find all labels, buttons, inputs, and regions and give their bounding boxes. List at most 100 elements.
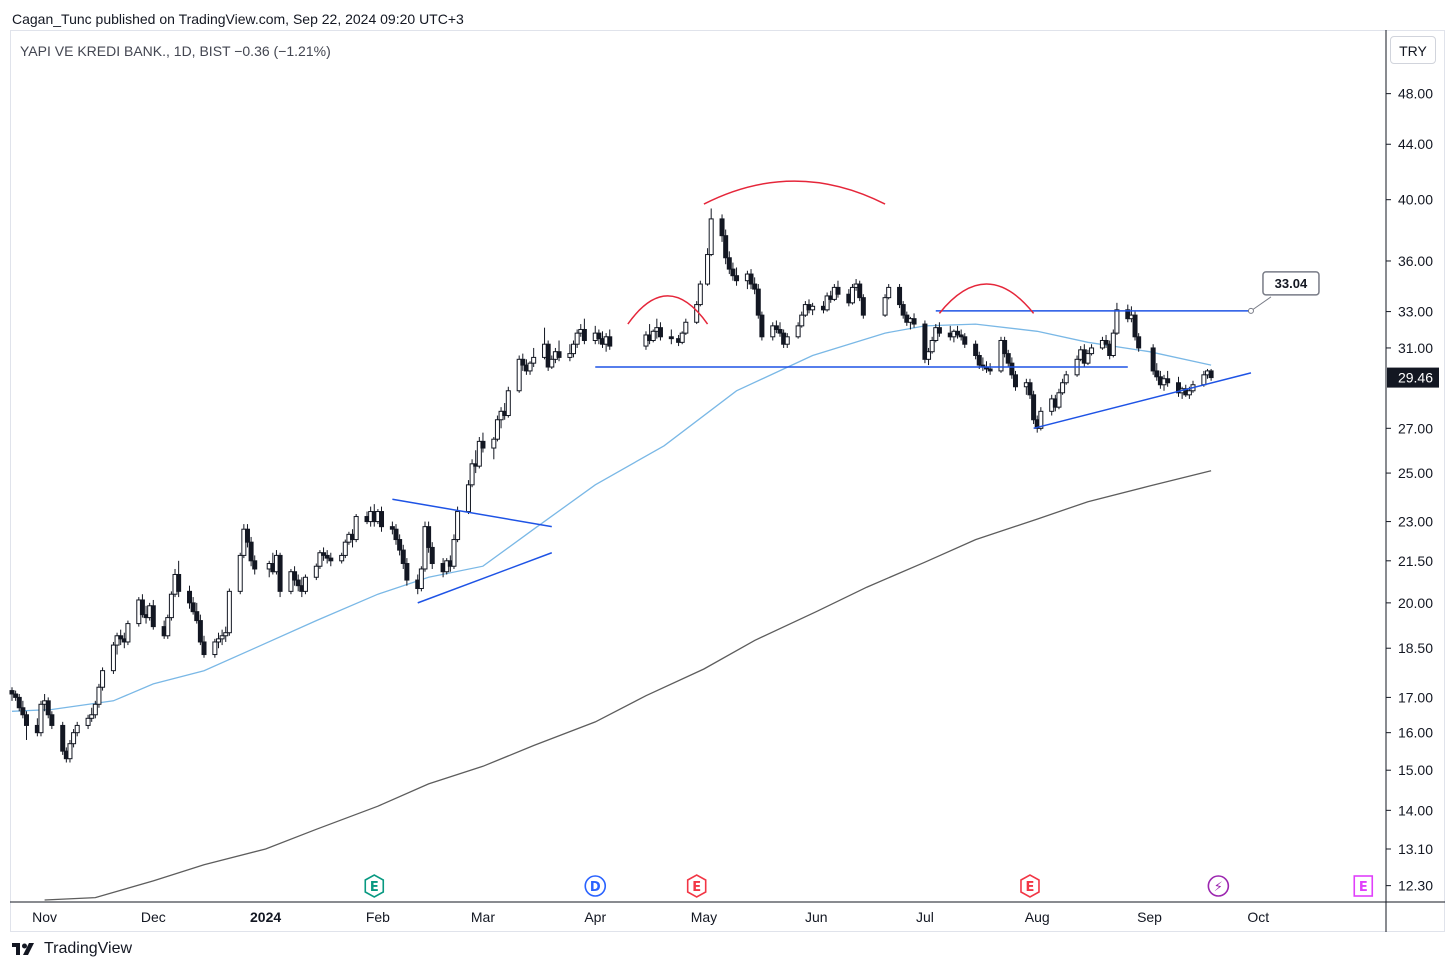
candle (418, 566, 424, 592)
candle (697, 280, 703, 307)
candle-body (114, 635, 120, 646)
tradingview-logo-icon (12, 943, 34, 955)
ma-short-layer (11, 323, 1212, 712)
candle-body (168, 593, 174, 619)
candle-body (1060, 382, 1066, 394)
candle-body (60, 724, 66, 752)
candle-body (650, 330, 656, 341)
candle (92, 700, 98, 719)
candle (426, 521, 432, 553)
candle (1136, 333, 1142, 352)
candle-body (353, 516, 359, 541)
candle (505, 386, 511, 418)
candle (679, 331, 685, 345)
candle (683, 318, 689, 335)
candle (317, 550, 323, 569)
event-marker-letter: D (590, 880, 601, 895)
candle (607, 329, 613, 350)
candle-body (860, 297, 866, 316)
candle-body (328, 557, 334, 562)
y-tick-label: 25.00 (1398, 465, 1433, 481)
candle (987, 363, 993, 375)
candle (886, 284, 892, 300)
candle (150, 599, 156, 630)
price-tag-anchor (1247, 307, 1254, 314)
candle-body (824, 295, 830, 311)
candle (1085, 349, 1091, 366)
candle-body (277, 554, 283, 592)
candle (89, 707, 95, 722)
candle-body (49, 714, 55, 726)
x-tick-label: Jun (805, 909, 828, 925)
candle-body (321, 552, 327, 556)
event-marker: E (1353, 875, 1374, 897)
candle (810, 302, 816, 316)
y-tick-label: 18.50 (1398, 640, 1433, 656)
candle-body (469, 463, 475, 486)
x-tick-label: Sep (1137, 909, 1162, 925)
candle (38, 700, 44, 737)
candle (219, 629, 225, 646)
candle-body (857, 283, 863, 299)
candle-body (118, 635, 124, 640)
candle (451, 534, 457, 569)
candle-body (900, 304, 906, 316)
candle (252, 555, 258, 575)
candle (1110, 329, 1116, 358)
arc-pattern (703, 180, 886, 205)
candle-body (531, 356, 537, 364)
brand-name: TradingView (44, 940, 133, 957)
candle-body (494, 419, 500, 440)
candle (13, 690, 19, 701)
publish-header: Cagan_Tunc published on TradingView.com,… (0, 0, 1456, 36)
candle (277, 552, 283, 598)
candle (187, 585, 193, 609)
candle (223, 626, 229, 642)
candle-body (708, 218, 714, 256)
x-tick-label: May (691, 909, 717, 925)
candle-body (683, 321, 689, 334)
candle-body (38, 703, 44, 734)
candle-body (85, 717, 91, 726)
candle (849, 284, 855, 305)
candle (705, 248, 711, 286)
currency-button[interactable]: TRY (1390, 36, 1436, 64)
candle (596, 329, 602, 345)
candle-body (404, 563, 410, 581)
y-tick-label: 27.00 (1398, 420, 1433, 436)
ma-short-line (11, 323, 1212, 712)
candle (288, 568, 294, 595)
candle (226, 588, 232, 636)
candle-body (958, 334, 964, 338)
candle-body (418, 568, 424, 590)
y-tick-label: 33.00 (1398, 304, 1433, 320)
price-tags: 29.46 33.04 (1247, 271, 1439, 388)
last-price-box (1387, 367, 1439, 388)
candle (324, 550, 330, 564)
candle (581, 318, 587, 345)
candle-body (1154, 370, 1160, 378)
candle-body (1114, 309, 1120, 334)
candle (922, 320, 928, 364)
candle (1103, 334, 1109, 348)
candle (237, 552, 243, 595)
candle (328, 552, 334, 567)
candle (1063, 370, 1069, 385)
tradingview-footer: TradingView (12, 940, 132, 958)
candle-body (516, 358, 522, 392)
candle-body (922, 323, 928, 360)
candle-body (1110, 332, 1116, 357)
event-marker-shape (1020, 874, 1040, 898)
candle (379, 506, 385, 532)
candle (215, 632, 221, 649)
candle-body (45, 700, 51, 716)
y-tick-label: 15.00 (1398, 762, 1433, 778)
candle-body (679, 332, 685, 343)
candle-body (190, 602, 196, 613)
candle (176, 560, 182, 598)
candle-body (1002, 339, 1008, 355)
candle-body (317, 552, 323, 567)
candle (71, 729, 77, 748)
candle-body (882, 297, 888, 316)
